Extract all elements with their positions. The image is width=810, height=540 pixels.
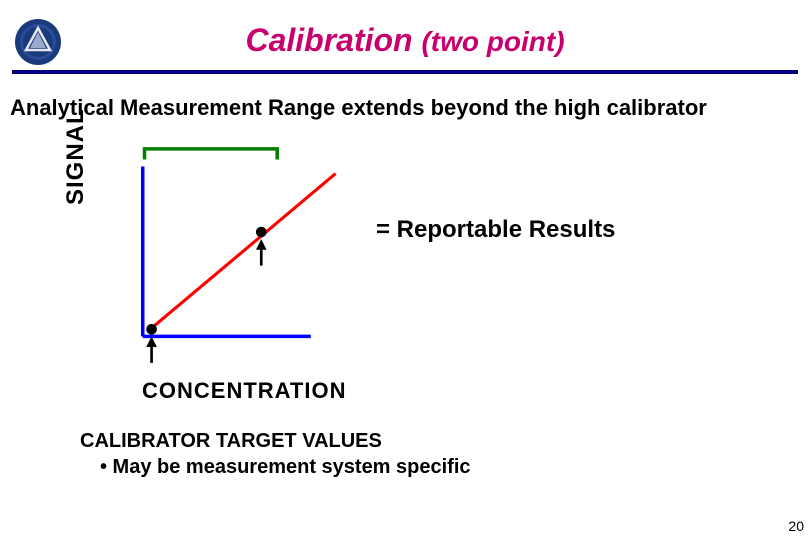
bottom-bullet: • May be measurement system specific: [80, 454, 471, 480]
slide-title: Calibration (two point): [0, 0, 810, 59]
bottom-text: CALIBRATOR TARGET VALUES • May be measur…: [80, 428, 471, 480]
x-axis-label: CONCENTRATION: [142, 378, 346, 404]
cap-logo: [14, 18, 62, 66]
subtitle: Analytical Measurement Range extends bey…: [10, 95, 707, 121]
calibration-chart: [60, 140, 390, 370]
bottom-heading: CALIBRATOR TARGET VALUES: [80, 428, 471, 454]
title-rule: [12, 70, 798, 74]
title-paren: (two point): [421, 26, 564, 57]
slide-number: 20: [788, 518, 804, 534]
legend-text: = Reportable Results: [376, 216, 615, 244]
title-main: Calibration: [245, 22, 412, 58]
y-axis-label: SIGNAL: [62, 108, 90, 205]
